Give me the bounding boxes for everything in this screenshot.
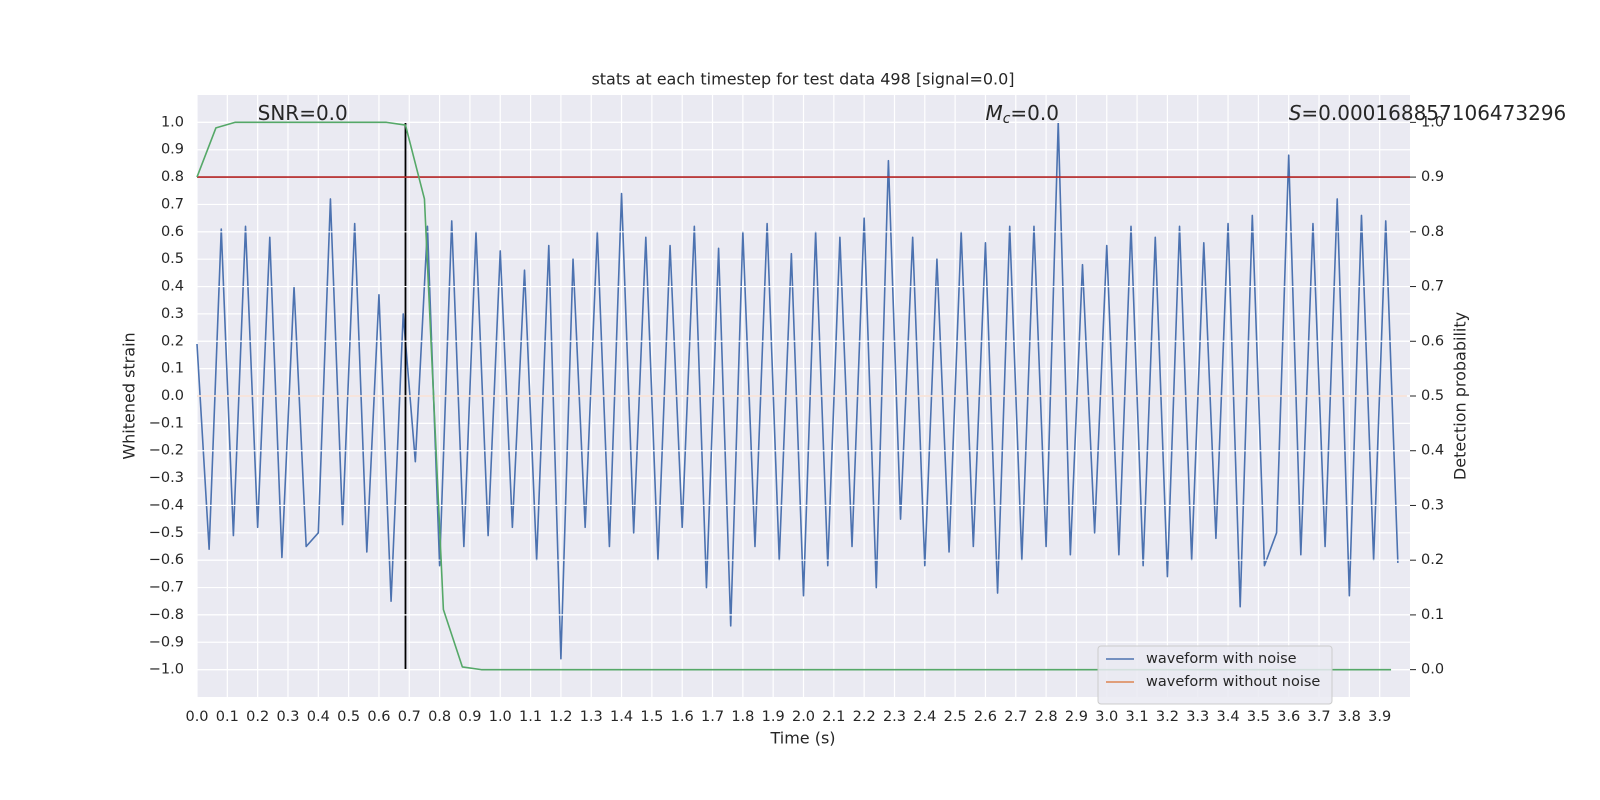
y-tick-label: 0.6: [161, 224, 184, 240]
x-tick-label: 1.4: [610, 709, 633, 725]
x-tick-label: 0.1: [216, 709, 239, 725]
x-tick-label: 3.1: [1126, 709, 1149, 725]
x-tick-label: 0.4: [307, 709, 330, 725]
x-tick-label: 3.2: [1156, 709, 1179, 725]
legend-label: waveform without noise: [1146, 674, 1320, 690]
x-tick-label: 0.3: [276, 709, 299, 725]
y-axis-label: Whitened strain: [120, 332, 139, 459]
y2-tick-label: 0.6: [1421, 333, 1444, 349]
annotation: SNR=0.0: [258, 101, 348, 125]
y-tick-label: 0.8: [161, 169, 184, 185]
y-tick-label: −0.1: [149, 415, 184, 431]
y-tick-label: −0.4: [149, 497, 184, 513]
y2-tick-label: 0.5: [1421, 388, 1444, 404]
x-tick-label: 0.0: [185, 709, 208, 725]
annotation: Mc=0.0: [985, 101, 1059, 128]
x-tick-label: 1.7: [701, 709, 724, 725]
y-tick-label: −0.7: [149, 580, 184, 596]
x-tick-label: 2.3: [883, 709, 906, 725]
x-tick-label: 0.8: [428, 709, 451, 725]
x-tick-label: 1.0: [489, 709, 512, 725]
y-tick-label: −0.8: [149, 607, 184, 623]
x-tick-label: 3.7: [1307, 709, 1330, 725]
x-tick-label: 3.3: [1186, 709, 1209, 725]
x-tick-label: 1.9: [762, 709, 785, 725]
legend-box: [1097, 645, 1333, 705]
y-tick-label: 0.5: [161, 251, 184, 267]
y-tick-label: −0.3: [149, 470, 184, 486]
x-tick-label: 3.8: [1338, 709, 1361, 725]
x-tick-label: 3.4: [1217, 709, 1240, 725]
x-tick-label: 2.6: [974, 709, 997, 725]
series-line: [196, 121, 1399, 660]
annotation-part: S: [1289, 101, 1302, 125]
y2-tick-label: 0.7: [1421, 279, 1444, 295]
x-tick-label: 2.5: [944, 709, 967, 725]
y-tick-label: 0.0: [161, 388, 184, 404]
annotation-part: M: [985, 101, 1002, 125]
x-tick-label: 1.6: [671, 709, 694, 725]
y-tick-label: 0.9: [161, 142, 184, 158]
y2-tick-label: 0.1: [1421, 607, 1444, 623]
series-line: [196, 121, 1392, 671]
x-tick-label: 0.2: [246, 709, 269, 725]
annotation-part: SNR=0.0: [258, 101, 348, 125]
x-tick-label: 2.2: [853, 709, 876, 725]
x-tick-label: 2.1: [822, 709, 845, 725]
x-tick-label: 1.3: [580, 709, 603, 725]
x-tick-label: 2.7: [1004, 709, 1027, 725]
x-tick-label: 0.6: [367, 709, 390, 725]
y2-tick-label: 0.9: [1421, 169, 1444, 185]
y-tick-label: 0.2: [161, 333, 184, 349]
y-tick-label: −1.0: [149, 662, 184, 678]
x-tick-label: 1.1: [519, 709, 542, 725]
x-tick-label: 0.5: [337, 709, 360, 725]
annotation-part: c: [1003, 111, 1011, 127]
x-tick-label: 1.2: [549, 709, 572, 725]
y-tick-label: 0.7: [161, 196, 184, 212]
annotation-part: =0.0: [1010, 101, 1059, 125]
y2-tick-label: 1.0: [1421, 114, 1444, 130]
y2-tick-label: 0.4: [1421, 443, 1444, 459]
y2-tick-label: 0.3: [1421, 497, 1444, 513]
y-tick-label: 0.1: [161, 361, 184, 377]
x-tick-label: 2.9: [1065, 709, 1088, 725]
annotation: S=0.000168857106473296: [1289, 101, 1567, 125]
x-axis-label: Time (s): [769, 729, 835, 748]
x-tick-label: 3.0: [1095, 709, 1118, 725]
y-tick-label: −0.5: [149, 525, 184, 541]
y-tick-label: −0.6: [149, 552, 184, 568]
x-tick-label: 3.6: [1277, 709, 1300, 725]
x-tick-label: 2.0: [792, 709, 815, 725]
x-tick-label: 2.4: [913, 709, 936, 725]
x-tick-label: 3.5: [1247, 709, 1270, 725]
x-tick-label: 1.5: [640, 709, 663, 725]
x-tick-label: 1.8: [731, 709, 754, 725]
legend-label: waveform with noise: [1146, 651, 1297, 667]
chart-title: stats at each timestep for test data 498…: [591, 70, 1014, 89]
x-tick-label: 0.9: [458, 709, 481, 725]
y-tick-label: 1.0: [161, 114, 184, 130]
y-tick-label: −0.9: [149, 634, 184, 650]
y-tick-label: −0.2: [149, 443, 184, 459]
x-tick-label: 0.7: [398, 709, 421, 725]
y-tick-label: 0.4: [161, 279, 184, 295]
annotation-part: =0.000168857106473296: [1301, 101, 1566, 125]
y-tick-label: 0.3: [161, 306, 184, 322]
y2-tick-label: 0.0: [1421, 662, 1444, 678]
y2-tick-label: 0.8: [1421, 224, 1444, 240]
y2-tick-label: 0.2: [1421, 552, 1444, 568]
x-tick-label: 2.8: [1035, 709, 1058, 725]
x-tick-label: 3.9: [1368, 709, 1391, 725]
y2-axis-label: Detection probability: [1451, 312, 1470, 480]
